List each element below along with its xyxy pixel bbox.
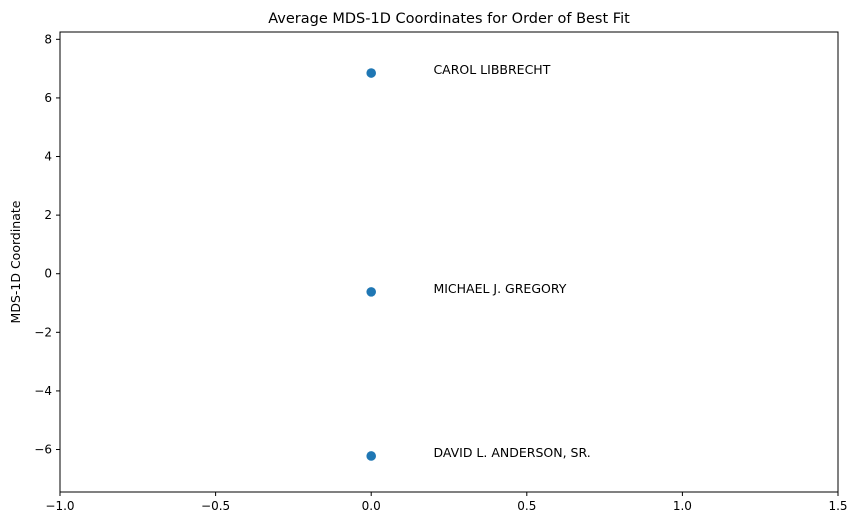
y-tick-label: 6 (44, 91, 52, 105)
x-tick-label: 0.0 (362, 499, 381, 513)
data-point (366, 68, 377, 78)
y-axis-ticks: −6 −4 −2 0 2 4 6 8 (34, 32, 60, 457)
point-label: MICHAEL J. GREGORY (433, 281, 566, 296)
y-tick-label: −4 (34, 384, 52, 398)
x-axis-ticks: −1.0 −0.5 0.0 0.5 1.0 1.5 (45, 492, 848, 513)
data-points (366, 68, 377, 461)
x-tick-label: −0.5 (201, 499, 230, 513)
x-tick-label: 1.5 (828, 499, 847, 513)
x-tick-label: 1.0 (673, 499, 692, 513)
chart-title: Average MDS-1D Coordinates for Order of … (268, 11, 630, 27)
y-tick-label: −6 (34, 443, 52, 457)
plot-area-frame (59, 31, 839, 493)
data-point (366, 287, 377, 297)
x-tick-label: −1.0 (45, 499, 74, 513)
y-tick-label: 4 (44, 150, 52, 164)
data-point (366, 451, 377, 461)
point-annotations: CAROL LIBBRECHT MICHAEL J. GREGORY DAVID L… (433, 62, 590, 460)
y-axis-label: MDS-1D Coordinate (8, 200, 23, 323)
x-tick-label: 0.5 (517, 499, 536, 513)
y-tick-label: 0 (44, 267, 52, 281)
y-tick-label: 2 (44, 208, 52, 222)
point-label: DAVID L. ANDERSON, SR. (433, 445, 590, 460)
y-tick-label: −2 (34, 325, 52, 339)
point-label: CAROL LIBBRECHT (433, 62, 550, 77)
y-tick-label: 8 (44, 32, 52, 46)
